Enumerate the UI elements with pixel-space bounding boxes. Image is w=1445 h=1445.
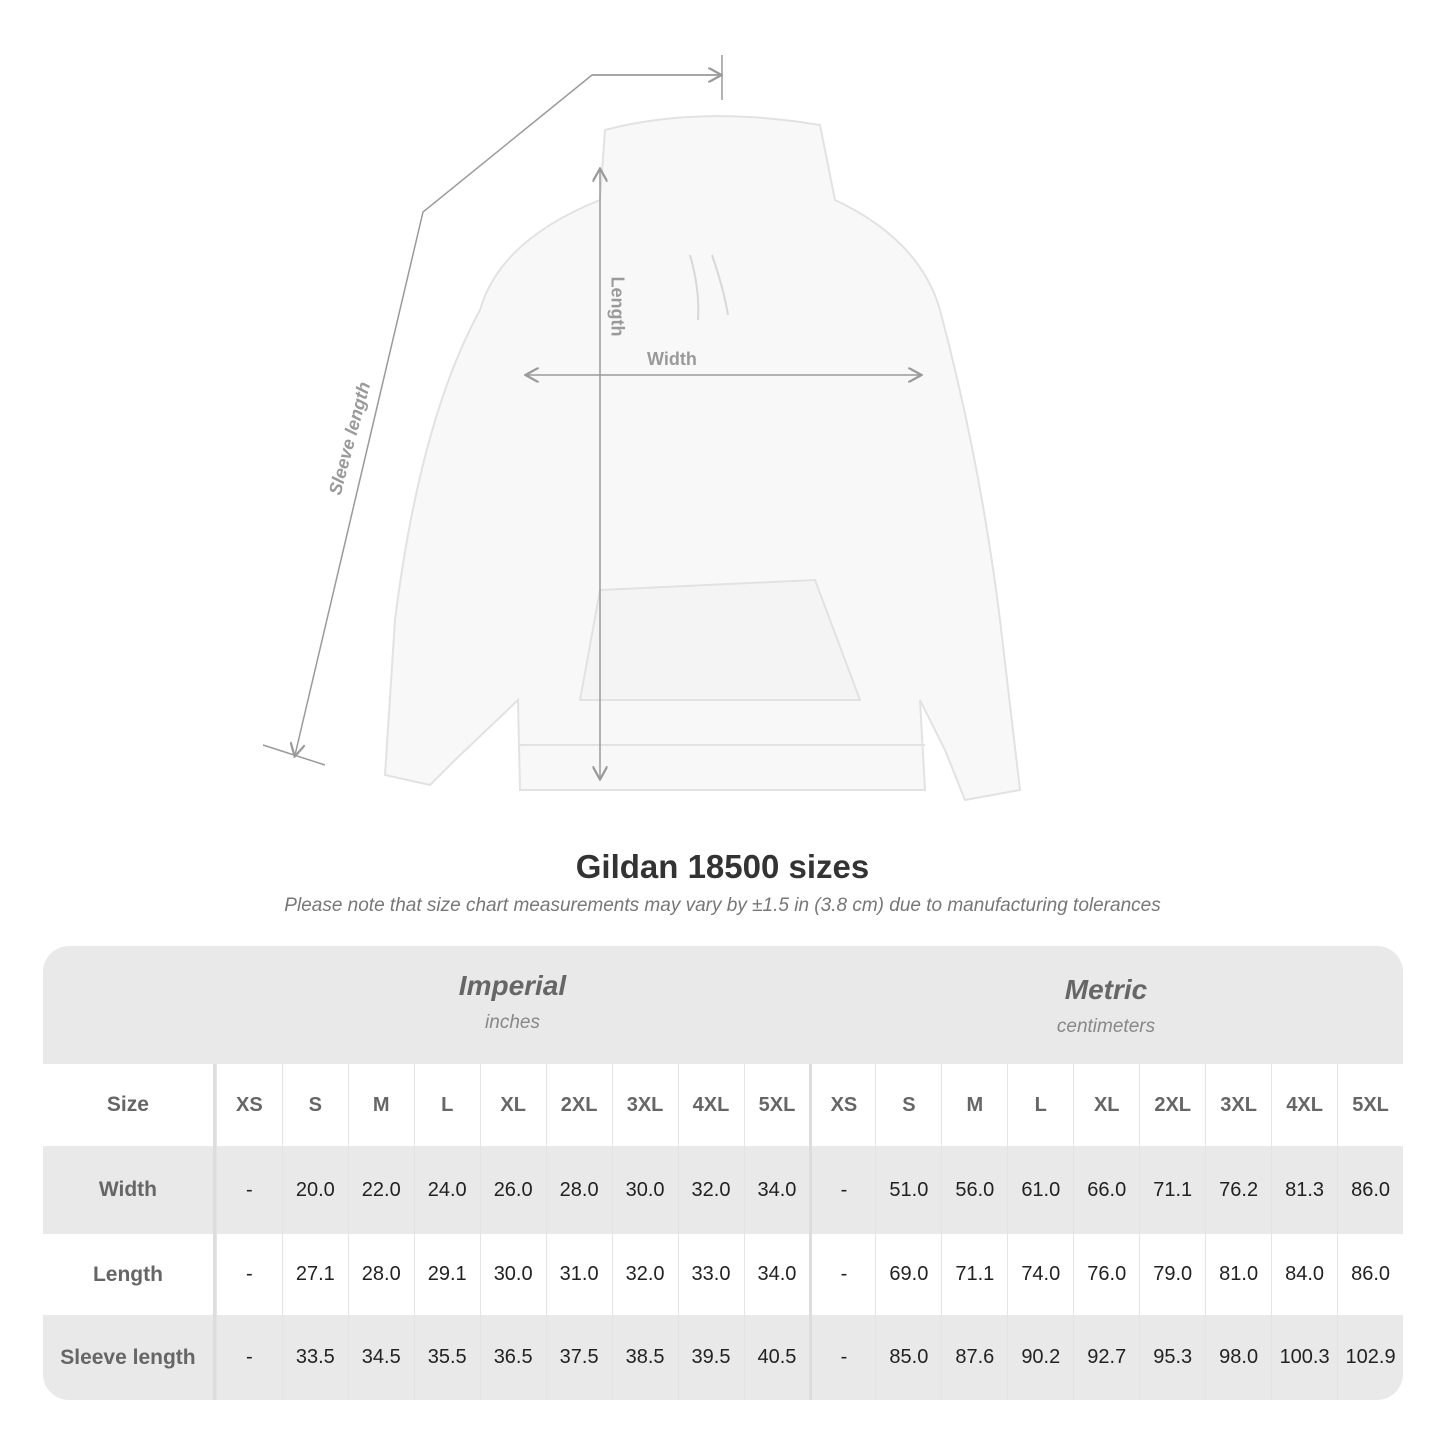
imperial-value: 27.1 (281, 1234, 348, 1315)
metric-value: 86.0 (1337, 1146, 1403, 1234)
metric-size-xs: XS (809, 1064, 875, 1146)
size-label: Size (43, 1064, 216, 1146)
imperial-value: 30.0 (611, 1146, 678, 1234)
metric-value: 76.0 (1073, 1234, 1139, 1315)
metric-value: 100.3 (1271, 1315, 1337, 1400)
imperial-value: 28.0 (545, 1146, 612, 1234)
metric-value: 51.0 (875, 1146, 941, 1234)
imperial-unit: inches (485, 1012, 540, 1033)
imperial-size-xs: XS (215, 1064, 282, 1146)
imperial-value: - (215, 1146, 282, 1234)
metric-value: 90.2 (1007, 1315, 1073, 1400)
imperial-value: 26.0 (479, 1146, 546, 1234)
imperial-value: 32.0 (677, 1146, 744, 1234)
metric-value: 92.7 (1073, 1315, 1139, 1400)
metric-value: 84.0 (1271, 1234, 1337, 1315)
imperial-size-m: M (347, 1064, 414, 1146)
imperial-size-2xl: 2XL (545, 1064, 612, 1146)
metric-value: 74.0 (1007, 1234, 1073, 1315)
imperial-value: 33.5 (281, 1315, 348, 1400)
metric-value: 87.6 (941, 1315, 1007, 1400)
imperial-value: 39.5 (677, 1315, 744, 1400)
measurement-lines (262, 55, 920, 778)
width-label: Width (647, 349, 697, 369)
imperial-value: 38.5 (611, 1315, 678, 1400)
imperial-value: - (215, 1234, 282, 1315)
metric-size-2xl: 2XL (1139, 1064, 1205, 1146)
unit-header-band (43, 946, 1403, 1064)
imperial-value: 32.0 (611, 1234, 678, 1315)
imperial-value: 22.0 (347, 1146, 414, 1234)
metric-size-s: S (875, 1064, 941, 1146)
metric-size-5xl: 5XL (1337, 1064, 1403, 1146)
imperial-size-l: L (413, 1064, 480, 1146)
metric-value: 81.0 (1205, 1234, 1271, 1315)
imperial-header: Imperial inches (216, 970, 809, 1034)
imperial-size-xl: XL (479, 1064, 546, 1146)
size-table: Imperial inches Metric centimeters Size X… (43, 946, 1403, 1400)
imperial-value: - (215, 1315, 282, 1400)
metric-value: 56.0 (941, 1146, 1007, 1234)
imperial-size-4xl: 4XL (677, 1064, 744, 1146)
hoodie-shape (383, 115, 1022, 802)
imperial-size-3xl: 3XL (611, 1064, 678, 1146)
metric-value: 66.0 (1073, 1146, 1139, 1234)
metric-size-xl: XL (1073, 1064, 1139, 1146)
metric-value: 81.3 (1271, 1146, 1337, 1234)
imperial-value: 34.0 (743, 1234, 810, 1315)
row-label: Width (43, 1146, 216, 1234)
table-row: Length -27.1 28.0 29.1 30.0 31.0 32.0 33.0 34.0-… (43, 1234, 1403, 1315)
metric-value: 71.1 (941, 1234, 1007, 1315)
tolerance-note: Please note that size chart measurements… (284, 895, 1161, 916)
metric-header: Metric centimeters (809, 974, 1403, 1038)
imperial-value: 24.0 (413, 1146, 480, 1234)
imperial-value: 29.1 (413, 1234, 480, 1315)
metric-unit: centimeters (1056, 1016, 1156, 1037)
imperial-value: 34.0 (743, 1146, 810, 1234)
imperial-value: 20.0 (281, 1146, 348, 1234)
imperial-title: Imperial (458, 970, 567, 1001)
metric-value: 95.3 (1139, 1315, 1205, 1400)
imperial-value: 37.5 (545, 1315, 612, 1400)
imperial-size-5xl: 5XL (743, 1064, 810, 1146)
metric-value: 79.0 (1139, 1234, 1205, 1315)
metric-size-4xl: 4XL (1271, 1064, 1337, 1146)
imperial-value: 31.0 (545, 1234, 612, 1315)
metric-value: - (809, 1146, 875, 1234)
hoodie-illustration (262, 55, 1022, 802)
size-header-row: Size XS S M L XL 2XL 3XL 4XL 5XL XS S M L XL 2XL 3XL 4XL 5… (43, 1064, 1403, 1146)
table-row: Width -20.0 22.0 24.0 26.0 28.0 30.0 32.0 34.0-5… (43, 1146, 1403, 1234)
metric-value: 102.9 (1337, 1315, 1403, 1400)
metric-value: 69.0 (875, 1234, 941, 1315)
metric-title: Metric (1064, 974, 1148, 1005)
table-row: Sleeve length -33.5 34.5 35.5 36.5 37.5 38.5 39… (43, 1315, 1403, 1400)
metric-value: 86.0 (1337, 1234, 1403, 1315)
page-title: Gildan 18500 sizes (575, 848, 870, 885)
imperial-value: 33.0 (677, 1234, 744, 1315)
metric-value: 61.0 (1007, 1146, 1073, 1234)
length-label: Length (607, 276, 628, 337)
imperial-value: 30.0 (479, 1234, 546, 1315)
metric-size-l: L (1007, 1064, 1073, 1146)
imperial-value: 36.5 (479, 1315, 546, 1400)
metric-value: 76.2 (1205, 1146, 1271, 1234)
metric-value: - (809, 1315, 875, 1400)
row-label: Sleeve length (43, 1315, 216, 1400)
imperial-value: 28.0 (347, 1234, 414, 1315)
row-label: Length (43, 1234, 216, 1315)
imperial-size-s: S (281, 1064, 348, 1146)
imperial-value: 35.5 (413, 1315, 480, 1400)
metric-size-m: M (941, 1064, 1007, 1146)
metric-value: - (809, 1234, 875, 1315)
metric-value: 98.0 (1205, 1315, 1271, 1400)
metric-value: 85.0 (875, 1315, 941, 1400)
metric-value: 71.1 (1139, 1146, 1205, 1234)
metric-size-3xl: 3XL (1205, 1064, 1271, 1146)
imperial-value: 40.5 (743, 1315, 810, 1400)
imperial-value: 34.5 (347, 1315, 414, 1400)
